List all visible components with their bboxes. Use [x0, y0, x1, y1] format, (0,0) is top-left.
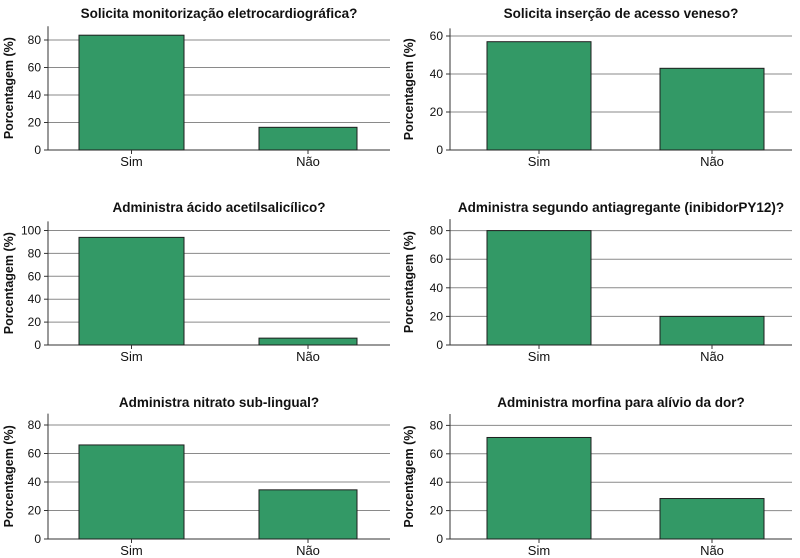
- y-tick-label: 0: [34, 532, 41, 546]
- y-axis-label: Porcentagem (%): [2, 232, 16, 334]
- y-tick-label: 80: [28, 246, 42, 260]
- y-tick-label: 0: [34, 143, 41, 157]
- y-tick-label: 0: [34, 338, 41, 352]
- chart-title: Administra nitrato sub-lingual?: [119, 395, 319, 410]
- y-tick-label: 20: [28, 116, 42, 130]
- y-tick-label: 0: [436, 532, 443, 546]
- bar-não: [258, 126, 358, 151]
- y-tick-label: 20: [430, 504, 444, 518]
- bar-sim: [78, 236, 185, 346]
- x-tick-label: Não: [700, 543, 724, 558]
- x-tick-label: Não: [296, 349, 320, 364]
- x-tick-label: Não: [700, 349, 724, 364]
- y-tick-label: 60: [430, 29, 444, 43]
- chart-title: Administra ácido acetilsalicílico?: [112, 200, 325, 215]
- x-tick-label: Não: [296, 154, 320, 169]
- x-tick-label: Não: [296, 543, 320, 558]
- y-axis-label: Porcentagem (%): [2, 425, 16, 527]
- y-tick-label: 40: [430, 67, 444, 81]
- x-tick-label: Não: [700, 154, 724, 169]
- bar-não: [659, 315, 765, 346]
- y-tick-label: 60: [28, 61, 42, 75]
- x-tick-label: Sim: [528, 349, 550, 364]
- y-tick-label: 20: [430, 105, 444, 119]
- bar-não: [659, 67, 765, 151]
- chart-title: Administra morfina para alívio da dor?: [497, 395, 745, 410]
- bar-sim: [486, 41, 592, 151]
- chart-title: Administra segundo antiagregante (inibid…: [458, 200, 784, 215]
- chart-panel-5: 0 20 40 60 80 Sim Não Administra nitrato sub-li…: [2, 395, 390, 558]
- y-tick-label: 40: [28, 475, 42, 489]
- chart-panel-3: 0 20 40 60 80 100 Sim Não Administra ácido aceti…: [2, 200, 390, 364]
- y-tick-label: 60: [430, 252, 444, 266]
- y-tick-label: 80: [430, 418, 444, 432]
- y-tick-label: 40: [430, 281, 444, 295]
- y-tick-label: 60: [28, 447, 42, 461]
- y-axis-label: Porcentagem (%): [402, 38, 416, 140]
- y-tick-label: 80: [430, 224, 444, 238]
- bar-sim: [78, 444, 185, 540]
- bar-sim: [486, 436, 592, 540]
- chart-title: Solicita monitorização eletrocardiográfi…: [81, 6, 358, 21]
- chart-panel-6: 0 20 40 60 80 Sim Não Administra morfina para a…: [402, 395, 792, 558]
- chart-panel-1: 0 20 40 60 80 Sim Não Solicita monitorização el…: [2, 6, 390, 169]
- y-tick-label: 80: [28, 418, 42, 432]
- y-tick-label: 20: [28, 504, 42, 518]
- bar-não: [258, 337, 358, 346]
- y-tick-label: 0: [436, 338, 443, 352]
- chart-title: Solicita inserção de acesso veneso?: [504, 6, 739, 21]
- y-tick-label: 40: [28, 292, 42, 306]
- chart-panel-4: 0 20 40 60 80 Sim Não Administra segundo antiag…: [402, 200, 792, 364]
- y-axis-label: Porcentagem (%): [2, 37, 16, 139]
- x-tick-label: Sim: [528, 543, 550, 558]
- bar-não: [659, 498, 765, 540]
- y-tick-label: 100: [21, 224, 41, 238]
- x-tick-label: Sim: [120, 543, 142, 558]
- y-tick-label: 80: [28, 33, 42, 47]
- y-tick-label: 60: [430, 447, 444, 461]
- chart-panel-2: 0 20 40 60 Sim Não Solicita inserção de acesso…: [402, 6, 792, 169]
- y-axis-label: Porcentagem (%): [402, 231, 416, 333]
- bar-sim: [78, 34, 185, 151]
- y-tick-label: 40: [430, 475, 444, 489]
- y-tick-label: 20: [430, 309, 444, 323]
- bar-não: [258, 489, 358, 540]
- y-axis-label: Porcentagem (%): [402, 425, 416, 527]
- y-tick-label: 0: [436, 143, 443, 157]
- y-tick-label: 20: [28, 315, 42, 329]
- x-tick-label: Sim: [528, 154, 550, 169]
- y-tick-label: 40: [28, 88, 42, 102]
- bar-sim: [486, 230, 592, 346]
- y-tick-label: 60: [28, 269, 42, 283]
- x-tick-label: Sim: [120, 154, 142, 169]
- x-tick-label: Sim: [120, 349, 142, 364]
